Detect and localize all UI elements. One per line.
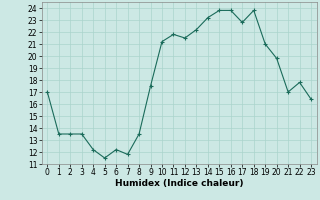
X-axis label: Humidex (Indice chaleur): Humidex (Indice chaleur) <box>115 179 244 188</box>
